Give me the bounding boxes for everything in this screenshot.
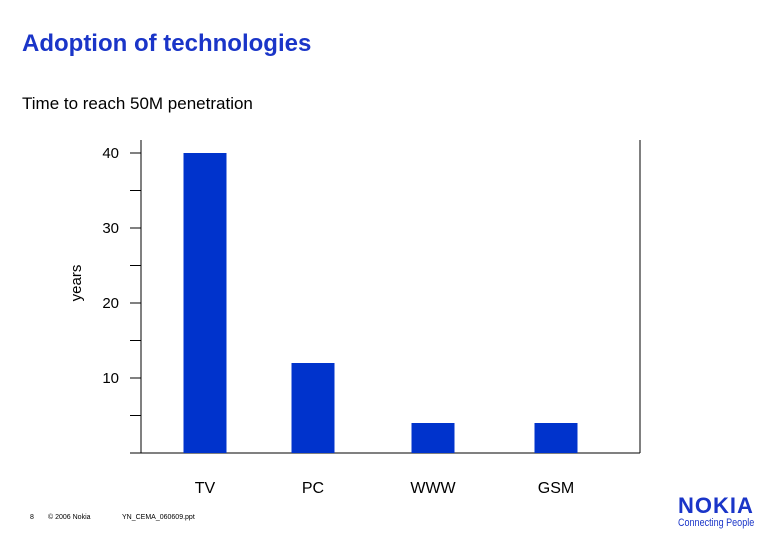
bars (183, 153, 578, 453)
y-tick-label: 30 (102, 220, 119, 237)
chart-subtitle: Time to reach 50M penetration (22, 94, 253, 113)
nokia-logo: NOKIA Connecting People (678, 495, 768, 531)
y-axis-label: years (68, 265, 85, 302)
page-number: 8 (30, 514, 34, 521)
bar-tv (183, 153, 227, 453)
bar-pc (291, 363, 335, 453)
category-label-gsm: GSM (538, 480, 574, 497)
category-labels: TV PC WWW GSM (195, 480, 574, 497)
y-tick-label: 40 (102, 145, 119, 162)
y-tick-label: 20 (102, 295, 119, 312)
category-label-tv: TV (195, 480, 216, 497)
bar-gsm (534, 423, 578, 453)
category-label-pc: PC (302, 480, 324, 497)
bar-www (411, 423, 455, 453)
file-name: YN_CEMA_060609.ppt (122, 514, 195, 521)
category-label-www: WWW (410, 480, 456, 497)
copyright-text: © 2006 Nokia (48, 514, 91, 521)
logo-tagline: Connecting People (678, 517, 755, 529)
logo-wordmark: NOKIA (678, 493, 754, 518)
y-tick-label: 10 (102, 370, 119, 387)
slide-title: Adoption of technologies (22, 30, 312, 57)
y-ticks: 10 20 30 40 (102, 145, 141, 416)
